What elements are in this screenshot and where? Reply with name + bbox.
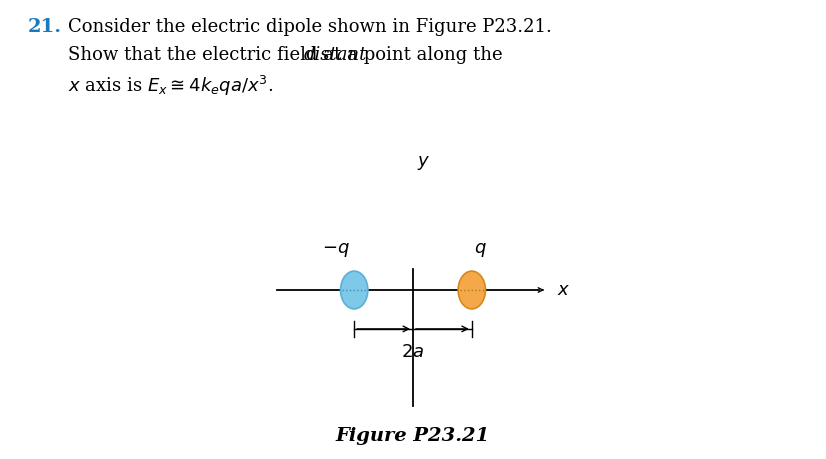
Text: $y$: $y$: [417, 155, 430, 173]
Text: 21.: 21.: [28, 18, 62, 36]
Text: distant: distant: [304, 46, 368, 64]
Text: point along the: point along the: [358, 46, 503, 64]
Text: $x$ axis is $E_x \cong 4k_e qa/x^3$.: $x$ axis is $E_x \cong 4k_e qa/x^3$.: [68, 74, 273, 98]
Text: $2a$: $2a$: [401, 343, 425, 361]
Text: $-q$: $-q$: [322, 241, 350, 259]
Text: Show that the electric field at a: Show that the electric field at a: [68, 46, 363, 64]
Text: Figure P23.21: Figure P23.21: [336, 427, 490, 445]
Text: $x$: $x$: [557, 281, 570, 299]
Text: $q$: $q$: [474, 241, 487, 259]
Text: Consider the electric dipole shown in Figure P23.21.: Consider the electric dipole shown in Fi…: [68, 18, 552, 36]
Ellipse shape: [458, 271, 486, 309]
Ellipse shape: [340, 271, 368, 309]
